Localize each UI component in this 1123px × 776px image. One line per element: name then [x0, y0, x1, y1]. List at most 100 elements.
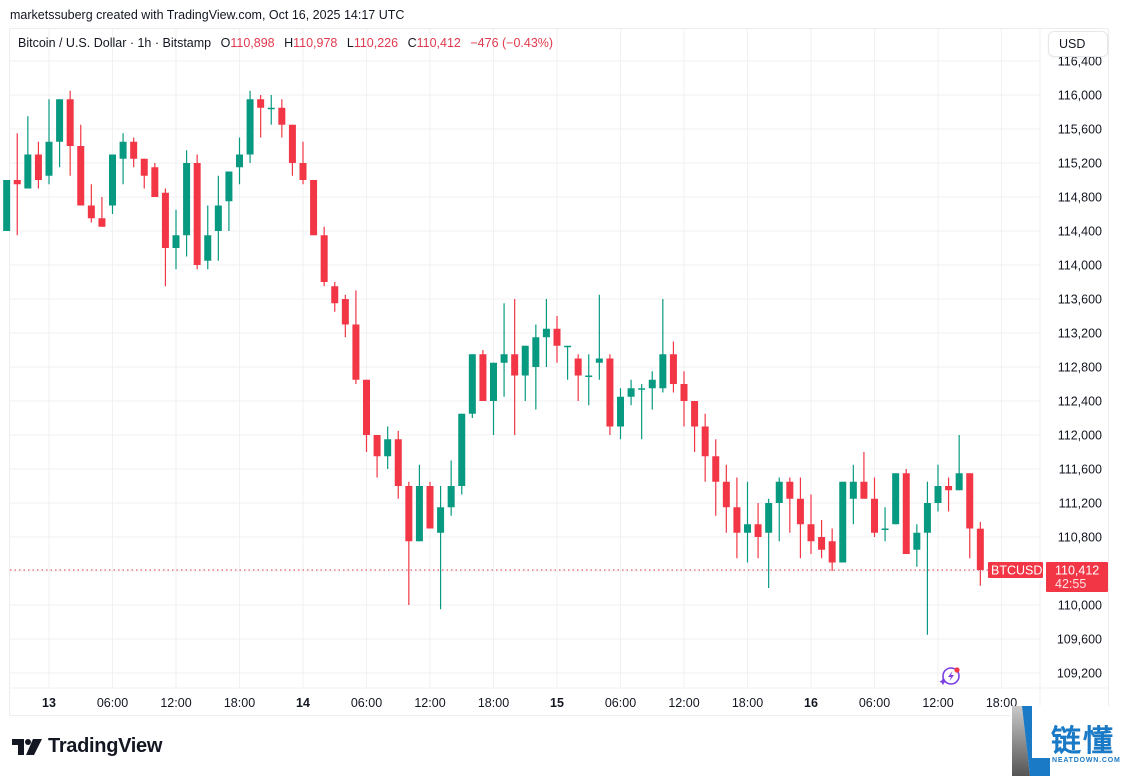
price-tick-label: 116,400 [1058, 55, 1102, 69]
high-label: H [284, 36, 294, 50]
candle [3, 180, 11, 231]
candle [871, 498, 878, 533]
candle [98, 218, 106, 227]
candle [257, 99, 265, 108]
time-tick-label: 18:00 [224, 696, 255, 710]
time-tick-label: 06:00 [97, 696, 128, 710]
price-tick-label: 113,200 [1058, 327, 1102, 341]
candle [24, 154, 32, 189]
tradingview-logo-icon [12, 738, 42, 755]
chart-frame [9, 28, 1109, 716]
chart-credit: marketssuberg created with TradingView.c… [10, 8, 405, 22]
candle [236, 154, 243, 168]
candle [34, 154, 42, 180]
candle [458, 413, 466, 486]
candle [617, 396, 624, 427]
candle [437, 507, 445, 533]
candle [310, 180, 318, 236]
price-tick-label: 109,200 [1057, 667, 1102, 681]
price-tick-label: 115,200 [1058, 157, 1102, 171]
time-axis[interactable]: 13 06:00 12:00 18:00 14 06:00 12:00 18:00 15 06:0… [42, 696, 1017, 710]
price-tick-label: 112,800 [1058, 361, 1102, 375]
candle [13, 180, 21, 185]
candle [807, 524, 815, 542]
candle [923, 503, 931, 533]
candle [214, 205, 222, 231]
price-tick-label: 113,600 [1058, 293, 1102, 307]
candle [288, 124, 296, 163]
candles [3, 90, 984, 635]
candle [691, 401, 699, 427]
candle [701, 426, 709, 457]
candle [500, 354, 508, 363]
candle [818, 537, 826, 550]
candle [839, 481, 847, 563]
candle [172, 235, 180, 248]
candle [966, 473, 974, 529]
candle [754, 524, 762, 537]
time-tick-label: 13 [42, 696, 56, 710]
candle [606, 358, 614, 427]
currency-button[interactable]: USD [1048, 31, 1108, 57]
candle [913, 532, 921, 550]
candle [521, 345, 529, 376]
candle [775, 481, 783, 503]
time-tick-label: 14 [296, 696, 310, 710]
price-tick-label: 109,600 [1057, 633, 1102, 647]
time-tick-label: 16 [804, 696, 818, 710]
candle [193, 163, 201, 265]
candle [246, 99, 254, 155]
candle [627, 388, 635, 397]
candle [744, 524, 751, 533]
candle [66, 99, 74, 146]
ohlc-legend: Bitcoin / U.S. Dollar · 1h · Bitstamp O1… [18, 36, 553, 50]
candle [860, 481, 868, 499]
candle [828, 541, 836, 563]
candle [405, 486, 413, 542]
price-tick-label: 114,000 [1058, 259, 1102, 273]
candle [490, 362, 497, 401]
time-tick-label: 06:00 [351, 696, 382, 710]
candle [331, 286, 339, 304]
candle [77, 146, 85, 206]
candle [341, 299, 349, 325]
price-axis[interactable]: 116,400 116,000 115,600 115,200 114,800 114,4… [1057, 55, 1102, 681]
candle [976, 528, 984, 570]
symbol-tag [988, 561, 1043, 578]
candle [680, 384, 688, 401]
candle [426, 486, 434, 529]
candle [712, 456, 720, 482]
candle [299, 163, 307, 180]
price-tag-box [1046, 561, 1108, 592]
candle [373, 435, 381, 457]
candle [945, 486, 953, 491]
candle [849, 481, 857, 499]
candle [955, 473, 963, 491]
time-tick-label: 15 [550, 696, 564, 710]
open-label: O [220, 36, 231, 50]
candle [638, 388, 646, 390]
candle [648, 379, 656, 389]
candle [892, 473, 900, 525]
candle [722, 481, 730, 508]
candle [320, 235, 328, 282]
time-tick-label: 12:00 [160, 696, 191, 710]
price-change: −476 (−0.43%) [470, 36, 554, 50]
price-tick-label: 116,000 [1058, 89, 1102, 103]
ai-assistant-icon[interactable] [939, 667, 960, 686]
tradingview-logo[interactable]: TradingView [12, 735, 162, 758]
time-tick-label: 18:00 [732, 696, 763, 710]
price-tick-label: 111,600 [1059, 463, 1102, 477]
watermark-subtext: NEATDOWN.COM [1052, 757, 1121, 764]
candle [659, 354, 667, 389]
candle [109, 154, 116, 206]
candle [278, 107, 286, 125]
price-tick-label: 110,800 [1058, 531, 1102, 545]
candle [267, 107, 275, 110]
candle [447, 486, 455, 508]
open-value: 110,898 [230, 36, 275, 50]
candle [352, 324, 360, 380]
candle [479, 354, 487, 401]
candle [532, 337, 540, 367]
